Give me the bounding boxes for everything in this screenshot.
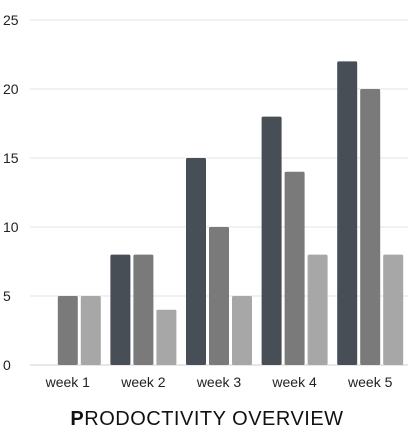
bar-series3-week-1 xyxy=(80,296,101,365)
bar-series1-week-5 xyxy=(337,61,358,366)
y-tick-label-20: 20 xyxy=(3,81,19,97)
y-tick-label-25: 25 xyxy=(3,12,19,28)
y-tick-label-10: 10 xyxy=(3,219,19,235)
x-tick-label-week-4: week 4 xyxy=(271,374,317,390)
bar-series3-week-5 xyxy=(383,254,404,365)
x-tick-label-week-3: week 3 xyxy=(196,374,242,390)
bar-series2-week-5 xyxy=(360,89,381,365)
bar-series1-week-2 xyxy=(110,254,131,365)
y-tick-label-5: 5 xyxy=(3,288,11,304)
chart-title: PRODOCTIVITY OVERVIEW xyxy=(0,408,414,431)
bars xyxy=(57,61,404,366)
y-tick-label-15: 15 xyxy=(3,150,19,166)
bar-series2-week-1 xyxy=(57,296,78,365)
bar-series3-week-2 xyxy=(156,309,177,365)
bar-series3-week-3 xyxy=(232,296,252,365)
bar-series2-week-2 xyxy=(133,254,154,365)
y-axis-ticks: 0 5 10 15 20 25 xyxy=(3,12,19,373)
y-tick-label-0: 0 xyxy=(3,357,11,373)
bar-series3-week-4 xyxy=(307,254,328,365)
chart-title-initial: P xyxy=(70,408,85,430)
bar-series2-week-3 xyxy=(209,227,229,365)
x-axis-ticks: week 1 week 2 week 3 week 4 week 5 xyxy=(45,374,393,390)
x-tick-label-week-2: week 2 xyxy=(120,374,166,390)
bar-series1-week-4 xyxy=(261,116,282,365)
x-tick-label-week-5: week 5 xyxy=(347,374,393,390)
bar-series1-week-3 xyxy=(186,158,206,365)
x-tick-label-week-1: week 1 xyxy=(45,374,91,390)
chart-title-rest: RODOCTIVITY OVERVIEW xyxy=(84,408,344,430)
bar-series2-week-4 xyxy=(284,171,305,365)
